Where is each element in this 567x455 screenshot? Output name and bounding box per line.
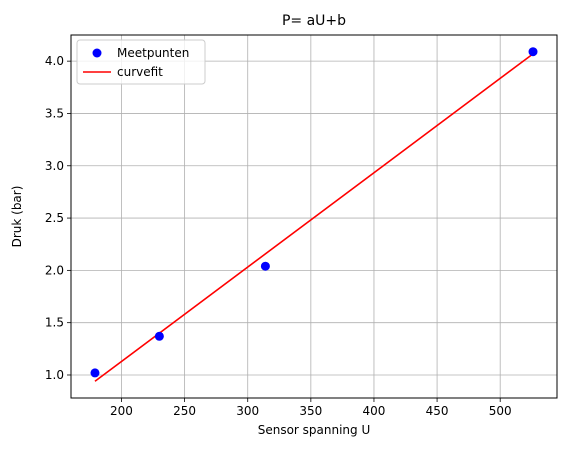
legend-marker-meetpunten bbox=[92, 48, 102, 58]
y-tick-label: 3.5 bbox=[45, 106, 64, 120]
x-tick-label: 200 bbox=[110, 404, 133, 418]
legend-label-curvefit: curvefit bbox=[117, 65, 163, 79]
x-tick-label: 300 bbox=[236, 404, 259, 418]
legend-box bbox=[76, 39, 206, 85]
data-point bbox=[90, 368, 100, 378]
x-tick-label: 400 bbox=[363, 404, 386, 418]
legend: Meetpunten curvefit bbox=[76, 39, 206, 85]
y-tick-label: 1.5 bbox=[45, 316, 64, 330]
plot-frame bbox=[70, 34, 558, 399]
data-point bbox=[528, 47, 538, 57]
fit-line bbox=[94, 53, 534, 382]
y-axis-label: Druk (bar) bbox=[10, 186, 24, 248]
y-tick-label: 2.0 bbox=[45, 263, 64, 277]
y-tick-label: 4.0 bbox=[45, 54, 64, 68]
y-axis: 1.0 1.5 2.0 2.5 3.0 3.5 4.0 bbox=[45, 54, 71, 382]
x-tick-label: 500 bbox=[489, 404, 512, 418]
y-tick-label: 2.5 bbox=[45, 211, 64, 225]
plot-area bbox=[90, 47, 538, 382]
data-point bbox=[260, 261, 270, 271]
x-tick-label: 350 bbox=[299, 404, 322, 418]
x-tick-label: 450 bbox=[426, 404, 449, 418]
x-axis: 200 250 300 350 400 450 500 bbox=[110, 398, 512, 418]
chart-title: P= aU+b bbox=[282, 13, 346, 29]
x-tick-label: 250 bbox=[173, 404, 196, 418]
legend-label-meetpunten: Meetpunten bbox=[117, 46, 189, 60]
y-tick-label: 1.0 bbox=[45, 368, 64, 382]
y-tick-label: 3.0 bbox=[45, 159, 64, 173]
x-axis-label: Sensor spanning U bbox=[258, 423, 371, 437]
data-point bbox=[154, 331, 164, 341]
